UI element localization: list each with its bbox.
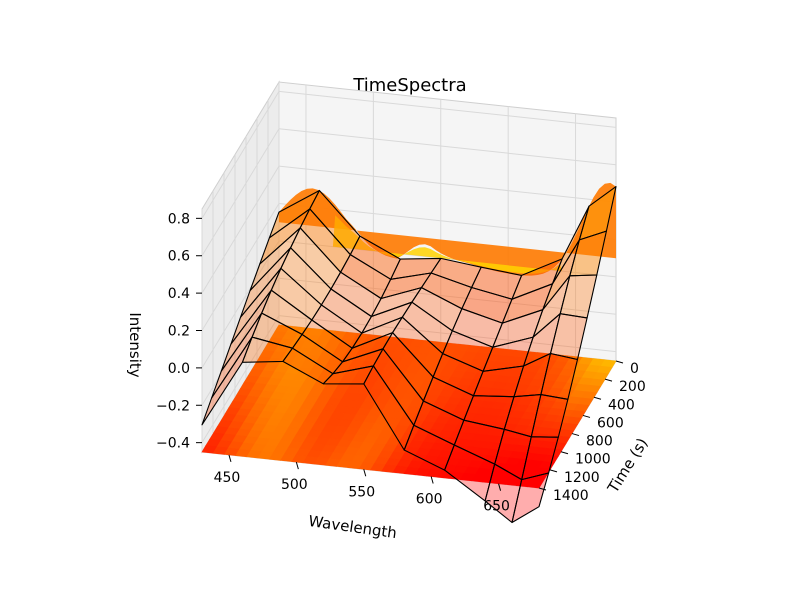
y-tick-mark — [615, 360, 624, 364]
y-tick-label: 400 — [608, 397, 635, 413]
grid-z-left — [201, 240, 280, 369]
z-tick-label: −0.2 — [156, 398, 190, 414]
grid-z-left — [201, 128, 280, 256]
x-tick-label: 650 — [483, 499, 510, 515]
y-tick-mark — [549, 469, 558, 473]
y-tick-label: 1400 — [553, 488, 589, 504]
y-tick-mark — [571, 433, 580, 437]
grid-z-back — [278, 165, 617, 203]
z-tick-label: 0.2 — [168, 324, 190, 340]
y-tick-mark — [560, 451, 569, 455]
z-tick-label: 0.0 — [168, 361, 190, 377]
x-tick-label: 600 — [416, 491, 443, 507]
z-axis-label: Intensity — [126, 312, 144, 377]
grid-z-back — [278, 315, 617, 353]
y-tick-label: 600 — [597, 415, 624, 431]
y-tick-label: 800 — [586, 434, 613, 450]
y-tick-mark — [538, 487, 547, 491]
surface-wireframe — [201, 186, 617, 524]
y-tick-label: 200 — [619, 379, 646, 395]
x-tick-label: 450 — [214, 470, 241, 486]
grid-z-left — [201, 315, 280, 443]
grid-z-back — [278, 90, 617, 128]
grid-z-left — [201, 91, 280, 219]
axis-ticks: 450 500 550 600 650 0 200 400 600 800 1000 1200 1400… — [156, 211, 646, 514]
z-tick-label: 0.8 — [168, 211, 190, 227]
back-wall-peak-band — [279, 182, 616, 276]
x-axis-label: Wavelength — [307, 512, 398, 542]
grid-z-back — [278, 128, 617, 166]
surface-cell — [511, 472, 550, 524]
chart-title: TimeSpectra — [352, 75, 466, 96]
y-tick-mark — [593, 396, 602, 400]
y-tick-mark — [582, 414, 591, 418]
y-tick-label: 0 — [630, 361, 639, 377]
x-tick-mark — [295, 461, 299, 470]
x-tick-mark — [430, 476, 434, 484]
grid-z-back — [278, 277, 617, 315]
grid-z-left — [201, 278, 280, 406]
x-tick-label: 550 — [348, 484, 375, 500]
x-tick-mark — [363, 469, 367, 477]
z-tick-label: 0.6 — [168, 249, 190, 265]
y-tick-mark — [604, 378, 613, 382]
y-tick-label: 1000 — [575, 452, 611, 468]
back-wall-contour-projection — [279, 182, 616, 276]
y-tick-label: 1200 — [564, 470, 600, 486]
z-tick-label: 0.4 — [168, 286, 190, 302]
z-tick-label: −0.4 — [156, 436, 190, 452]
grid-z-left — [201, 165, 280, 294]
x-tick-label: 500 — [281, 477, 308, 493]
grid-z-left — [201, 203, 280, 331]
x-tick-mark — [498, 483, 502, 491]
floor-contour-projection — [201, 324, 617, 489]
x-tick-mark — [228, 454, 232, 463]
